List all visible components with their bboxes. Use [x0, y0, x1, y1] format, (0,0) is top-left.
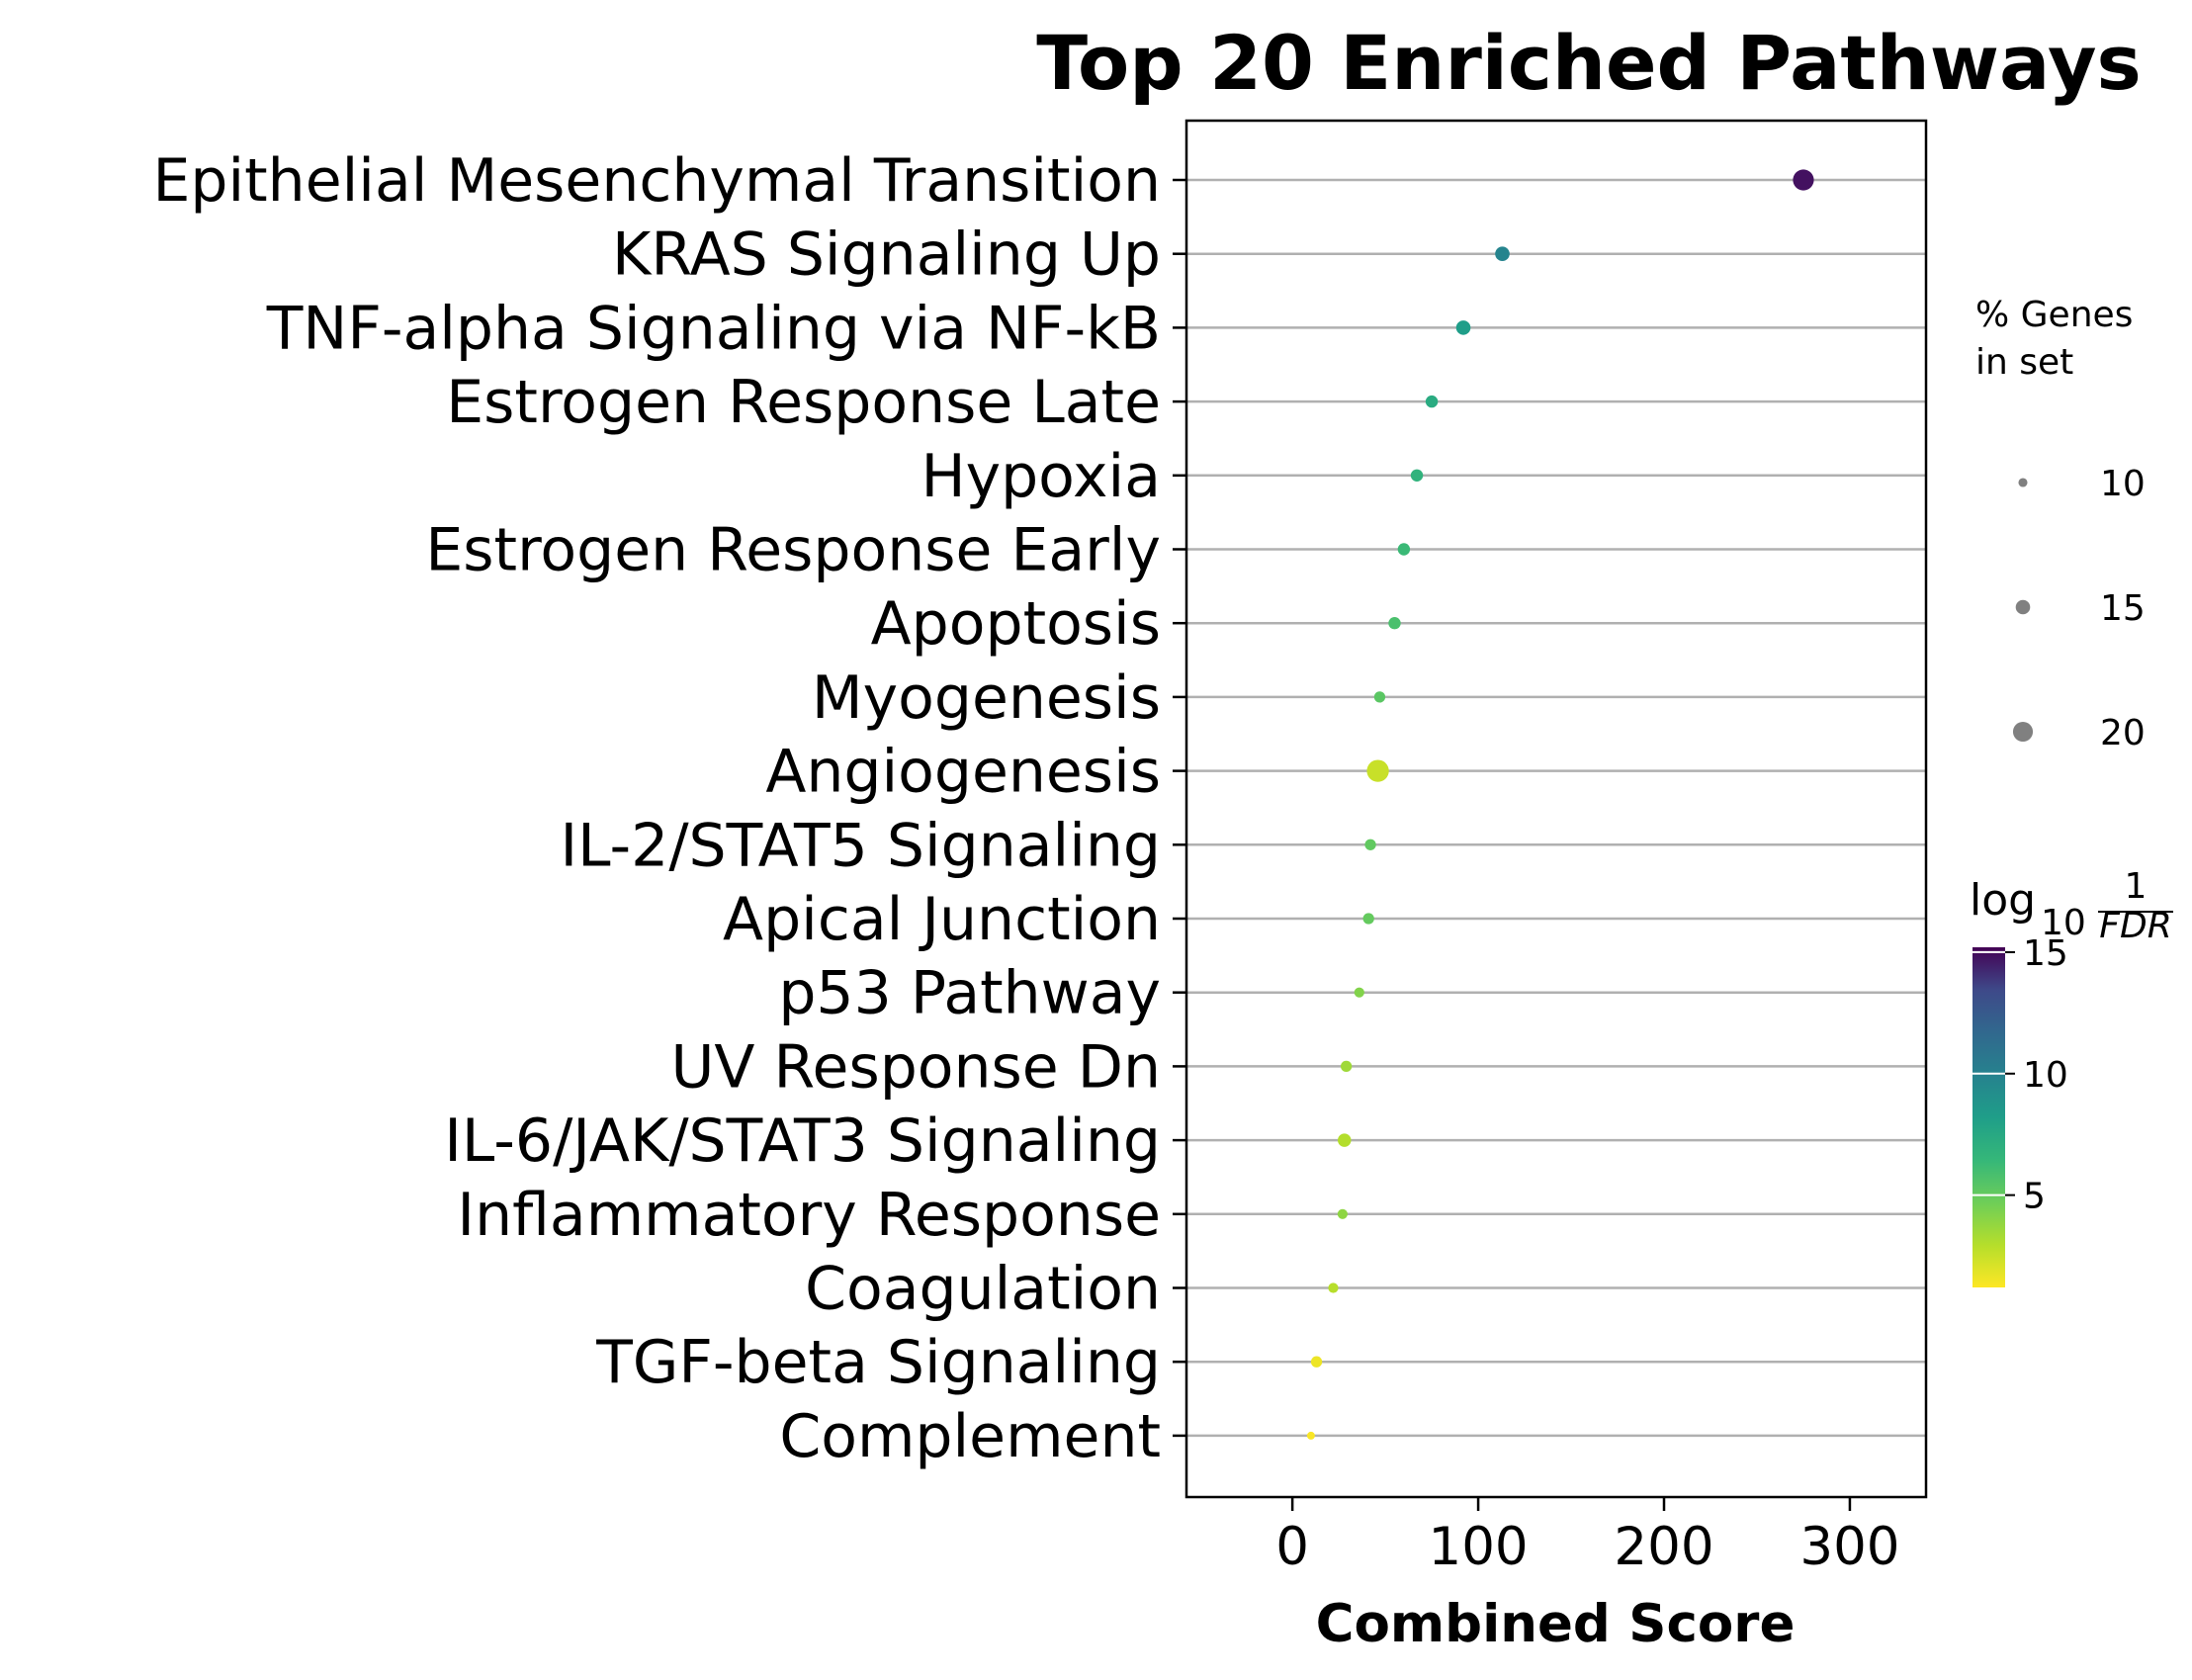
- colorbar-gradient: [1973, 947, 2005, 1287]
- size-legend-label: 15: [2100, 588, 2146, 629]
- size-legend-title-line2: in set: [1975, 342, 2073, 383]
- colorbar-ticks: 5 10 15: [1973, 933, 2068, 1217]
- size-legend-items: 10 15 20: [2012, 464, 2146, 753]
- colorbar-tick-label: 5: [2023, 1177, 2046, 1217]
- size-legend-marker: [2015, 599, 2031, 615]
- data-point: [1366, 759, 1389, 782]
- size-legend-label: 10: [2100, 464, 2146, 504]
- data-point: [1310, 1356, 1323, 1368]
- chart-title: Top 20 Enriched Pathways: [1036, 19, 2141, 107]
- x-axis-ticks: 0 100 200 300: [1275, 1497, 1900, 1577]
- y-tick-label: Myogenesis: [812, 663, 1161, 733]
- x-tick-label: 0: [1275, 1517, 1309, 1577]
- data-point: [1425, 395, 1439, 408]
- x-tick-label: 100: [1428, 1517, 1528, 1577]
- size-legend-marker: [2012, 721, 2034, 743]
- colorbar-label-denominator: FDR: [2099, 906, 2171, 946]
- data-point: [1793, 169, 1814, 191]
- plot-area-frame: [1184, 119, 1928, 1499]
- data-point: [1388, 617, 1401, 630]
- y-tick-label: Coagulation: [805, 1255, 1161, 1324]
- x-axis-label: Combined Score: [1316, 1594, 1796, 1654]
- y-tick-label: KRAS Signaling Up: [612, 221, 1161, 290]
- colorbar-label-numerator: 1: [2125, 866, 2148, 907]
- data-point: [1362, 913, 1374, 925]
- colorbar-label-log: log: [1970, 875, 2036, 926]
- data-point: [1337, 1208, 1348, 1219]
- y-tick-label: Estrogen Response Early: [425, 516, 1161, 585]
- size-legend-marker: [2018, 478, 2028, 487]
- y-tick-label: Hypoxia: [921, 442, 1161, 511]
- y-tick-label: TGF-beta Signaling: [595, 1328, 1161, 1397]
- data-points: [1306, 169, 1814, 1440]
- size-legend-label: 20: [2100, 713, 2146, 753]
- data-point: [1306, 1431, 1315, 1440]
- data-point: [1373, 691, 1386, 703]
- size-legend-title-line1: % Genes: [1975, 295, 2133, 335]
- x-tick-label: 300: [1799, 1517, 1899, 1577]
- data-point: [1410, 469, 1424, 482]
- data-point: [1354, 987, 1364, 998]
- data-point: [1397, 543, 1411, 556]
- data-point: [1455, 320, 1471, 335]
- y-tick-label: IL-2/STAT5 Signaling: [560, 811, 1161, 880]
- data-point: [1328, 1282, 1339, 1293]
- y-tick-label: Estrogen Response Late: [446, 368, 1161, 437]
- y-tick-label: Inflammatory Response: [457, 1181, 1161, 1250]
- colorbar-tick-label: 15: [2023, 933, 2068, 974]
- x-tick-label: 200: [1614, 1517, 1713, 1577]
- y-tick-label: Epithelial Mesenchymal Transition: [152, 146, 1161, 216]
- y-tick-label: Angiogenesis: [765, 738, 1161, 807]
- data-point: [1337, 1133, 1352, 1147]
- y-tick-label: UV Response Dn: [671, 1032, 1162, 1102]
- y-tick-label: Apical Junction: [723, 885, 1161, 954]
- y-tick-label: Apoptosis: [871, 589, 1161, 659]
- gridlines: [1186, 178, 1926, 1438]
- data-point: [1340, 1060, 1353, 1073]
- y-tick-label: IL-6/JAK/STAT3 Signaling: [444, 1106, 1161, 1176]
- y-tick-label: TNF-alpha Signaling via NF-kB: [266, 294, 1161, 363]
- size-legend: % Genes in set 10 15 20: [1975, 295, 2146, 753]
- data-point: [1495, 246, 1510, 261]
- colorbar-label-base: 10: [2041, 903, 2086, 943]
- data-point: [1364, 839, 1376, 850]
- colorbar-tick-label: 10: [2023, 1055, 2068, 1096]
- y-tick-label: p53 Pathway: [778, 959, 1161, 1028]
- y-tick-label: Complement: [779, 1402, 1161, 1471]
